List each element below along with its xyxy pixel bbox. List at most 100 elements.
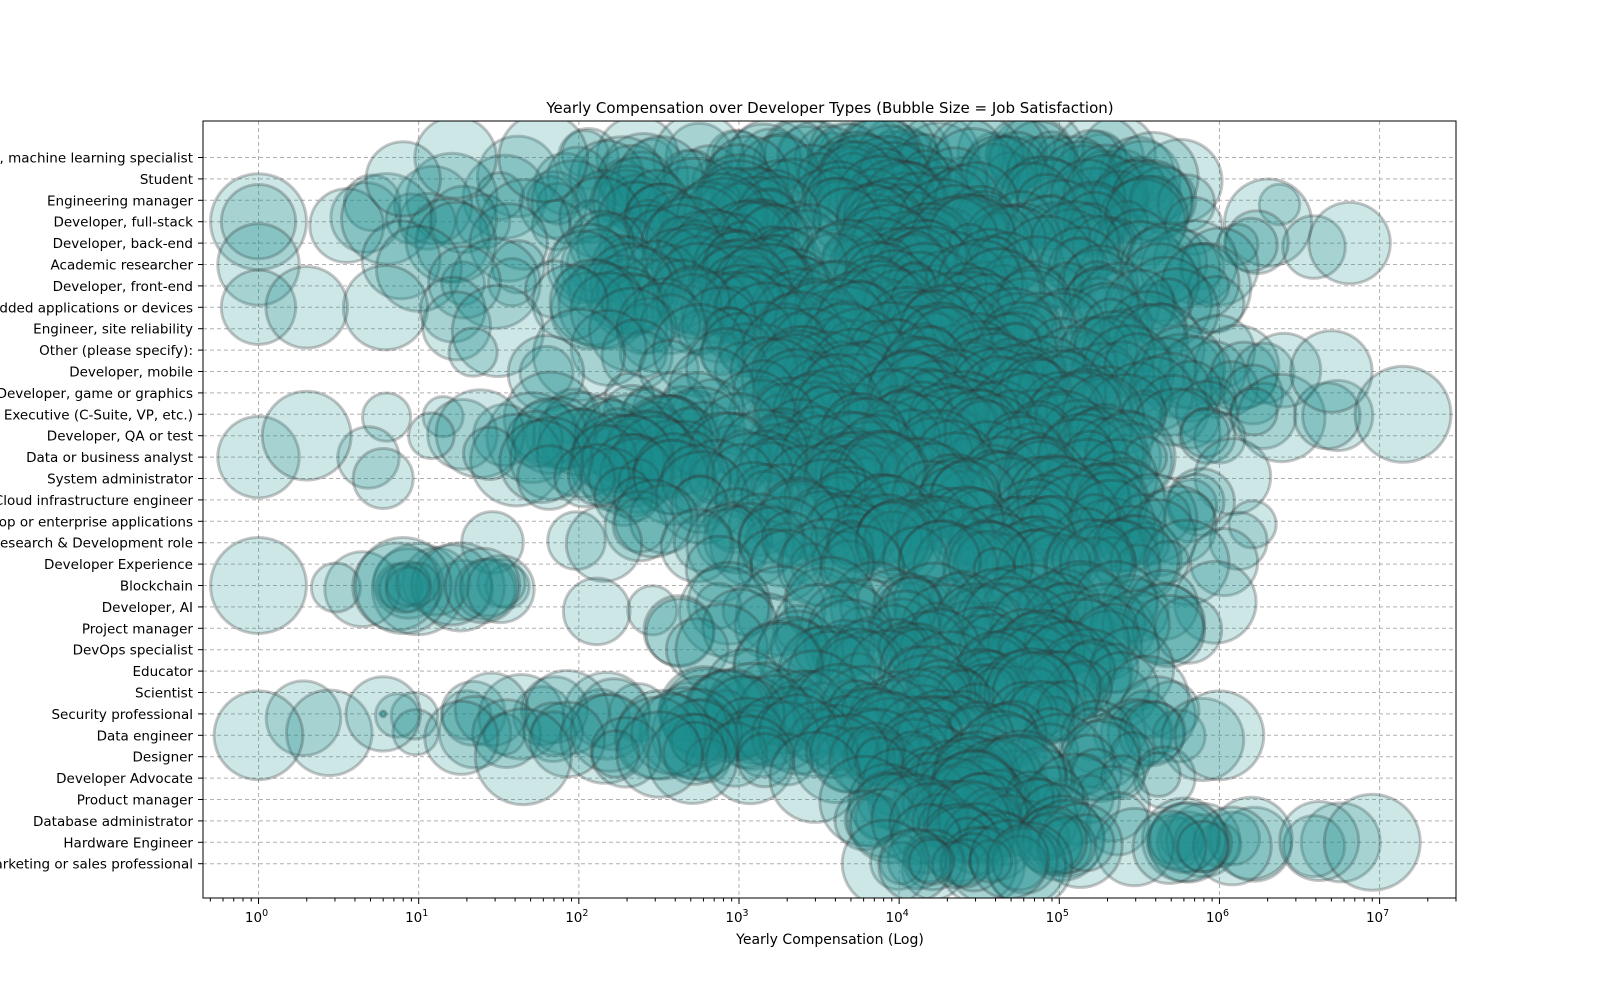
bubble-point [701,229,778,305]
bubble-point [753,233,807,287]
bubble-point [998,355,1070,427]
bubble-point [1061,244,1140,322]
bubble-point [753,291,838,376]
bubble-point [892,282,945,335]
bubble-point [999,338,1068,407]
bubble-point [804,431,891,518]
bubble-point [557,261,646,350]
bubble-point [1001,291,1078,368]
bubble-point [1045,349,1093,398]
bubble-point [548,258,637,347]
bubble-point [633,277,697,341]
bubble-point [926,289,999,362]
bubble-point [993,373,1042,422]
bubble-point [1028,345,1089,406]
bubble-point [569,271,649,351]
bubble-point [641,227,709,295]
bubble-point [1166,467,1236,537]
bubble-point [892,380,953,441]
bubble-point [1068,201,1115,248]
bubble-point [862,160,946,244]
bubble-point [989,235,1085,331]
bubble-point [597,132,690,224]
bubble-point [398,191,457,251]
bubble-point [1164,478,1219,532]
bubble-point [1071,143,1140,212]
bubble-point [632,432,716,516]
bubble-point [616,135,705,224]
bubble-point [932,161,1020,248]
bubble-point [921,370,1010,459]
bubble-point [655,385,709,438]
bubble-point [749,225,793,269]
bubble-point [940,155,988,204]
bubble-point [1036,412,1130,507]
y-tick-label-developer-embedded-applications-or-devices: Developer, embedded applications or devi… [0,300,193,316]
bubble-point [912,165,972,225]
bubble-point [609,150,675,217]
bubble-point [907,837,956,886]
bubble-point [1224,209,1290,276]
bubble-point [1101,307,1145,352]
bubble-point [671,388,720,438]
bubble-point [955,247,1042,334]
bubble-point [1081,460,1168,547]
bubble-point [619,387,677,446]
bubble-point [810,425,884,499]
bubble-point [683,225,755,297]
bubble-point [780,414,863,497]
bubble-point [873,437,947,511]
bubble-point [720,237,810,326]
bubble-point [712,197,801,286]
bubble-point [580,213,631,265]
bubble-point [899,283,992,377]
bubble-point [962,282,1017,337]
bubble-point [867,348,950,431]
bubble-point [723,122,804,202]
bubble-point [567,419,654,505]
bubble-point [1046,438,1128,519]
bubble-point [835,154,925,245]
bubble-point [863,130,922,189]
bubble-point [426,398,499,471]
bubble-point [1071,276,1124,330]
bubble-point-highlight [1307,200,1392,286]
y-tick-label-research-development-role: Research & Development role [0,536,193,552]
bubble-point [966,379,1037,450]
bubble-point [757,290,844,377]
bubble-point [623,182,697,257]
bubble-point [984,151,1034,201]
bubble-point [1068,396,1112,441]
bubble-point [698,181,745,228]
bubble-point [824,273,883,332]
bubble-point [864,473,914,524]
bubble-point [895,304,980,389]
bubble-point [670,475,729,535]
bubble-point [898,173,962,237]
bubble-point [865,318,930,382]
bubble-point [766,444,840,518]
bubble-point [1007,335,1090,418]
bubble-point [418,275,487,344]
bubble-point [654,385,747,478]
y-tick-label-developer-desktop-or-enterprise-applications: Developer, desktop or enterprise applica… [0,514,193,530]
bubble-point [826,452,880,506]
bubble-point [658,227,732,300]
bubble-point [567,443,631,507]
bubble-point [985,121,1058,189]
bubble-point [887,171,950,234]
bubble-point [869,182,940,253]
bubble-point [973,231,1041,299]
bubble-point [736,436,814,515]
bubble-point [827,420,910,502]
bubble-point [1021,389,1107,476]
bubble-point [835,259,924,348]
bubble-point [1129,282,1178,331]
bubble-point [719,258,769,309]
bubble-point [731,300,794,362]
bubble-point [1055,406,1149,500]
bubble-point [1187,264,1231,308]
bubble-point [593,466,654,528]
bubble-point [746,423,805,482]
bubble-point [583,242,675,335]
